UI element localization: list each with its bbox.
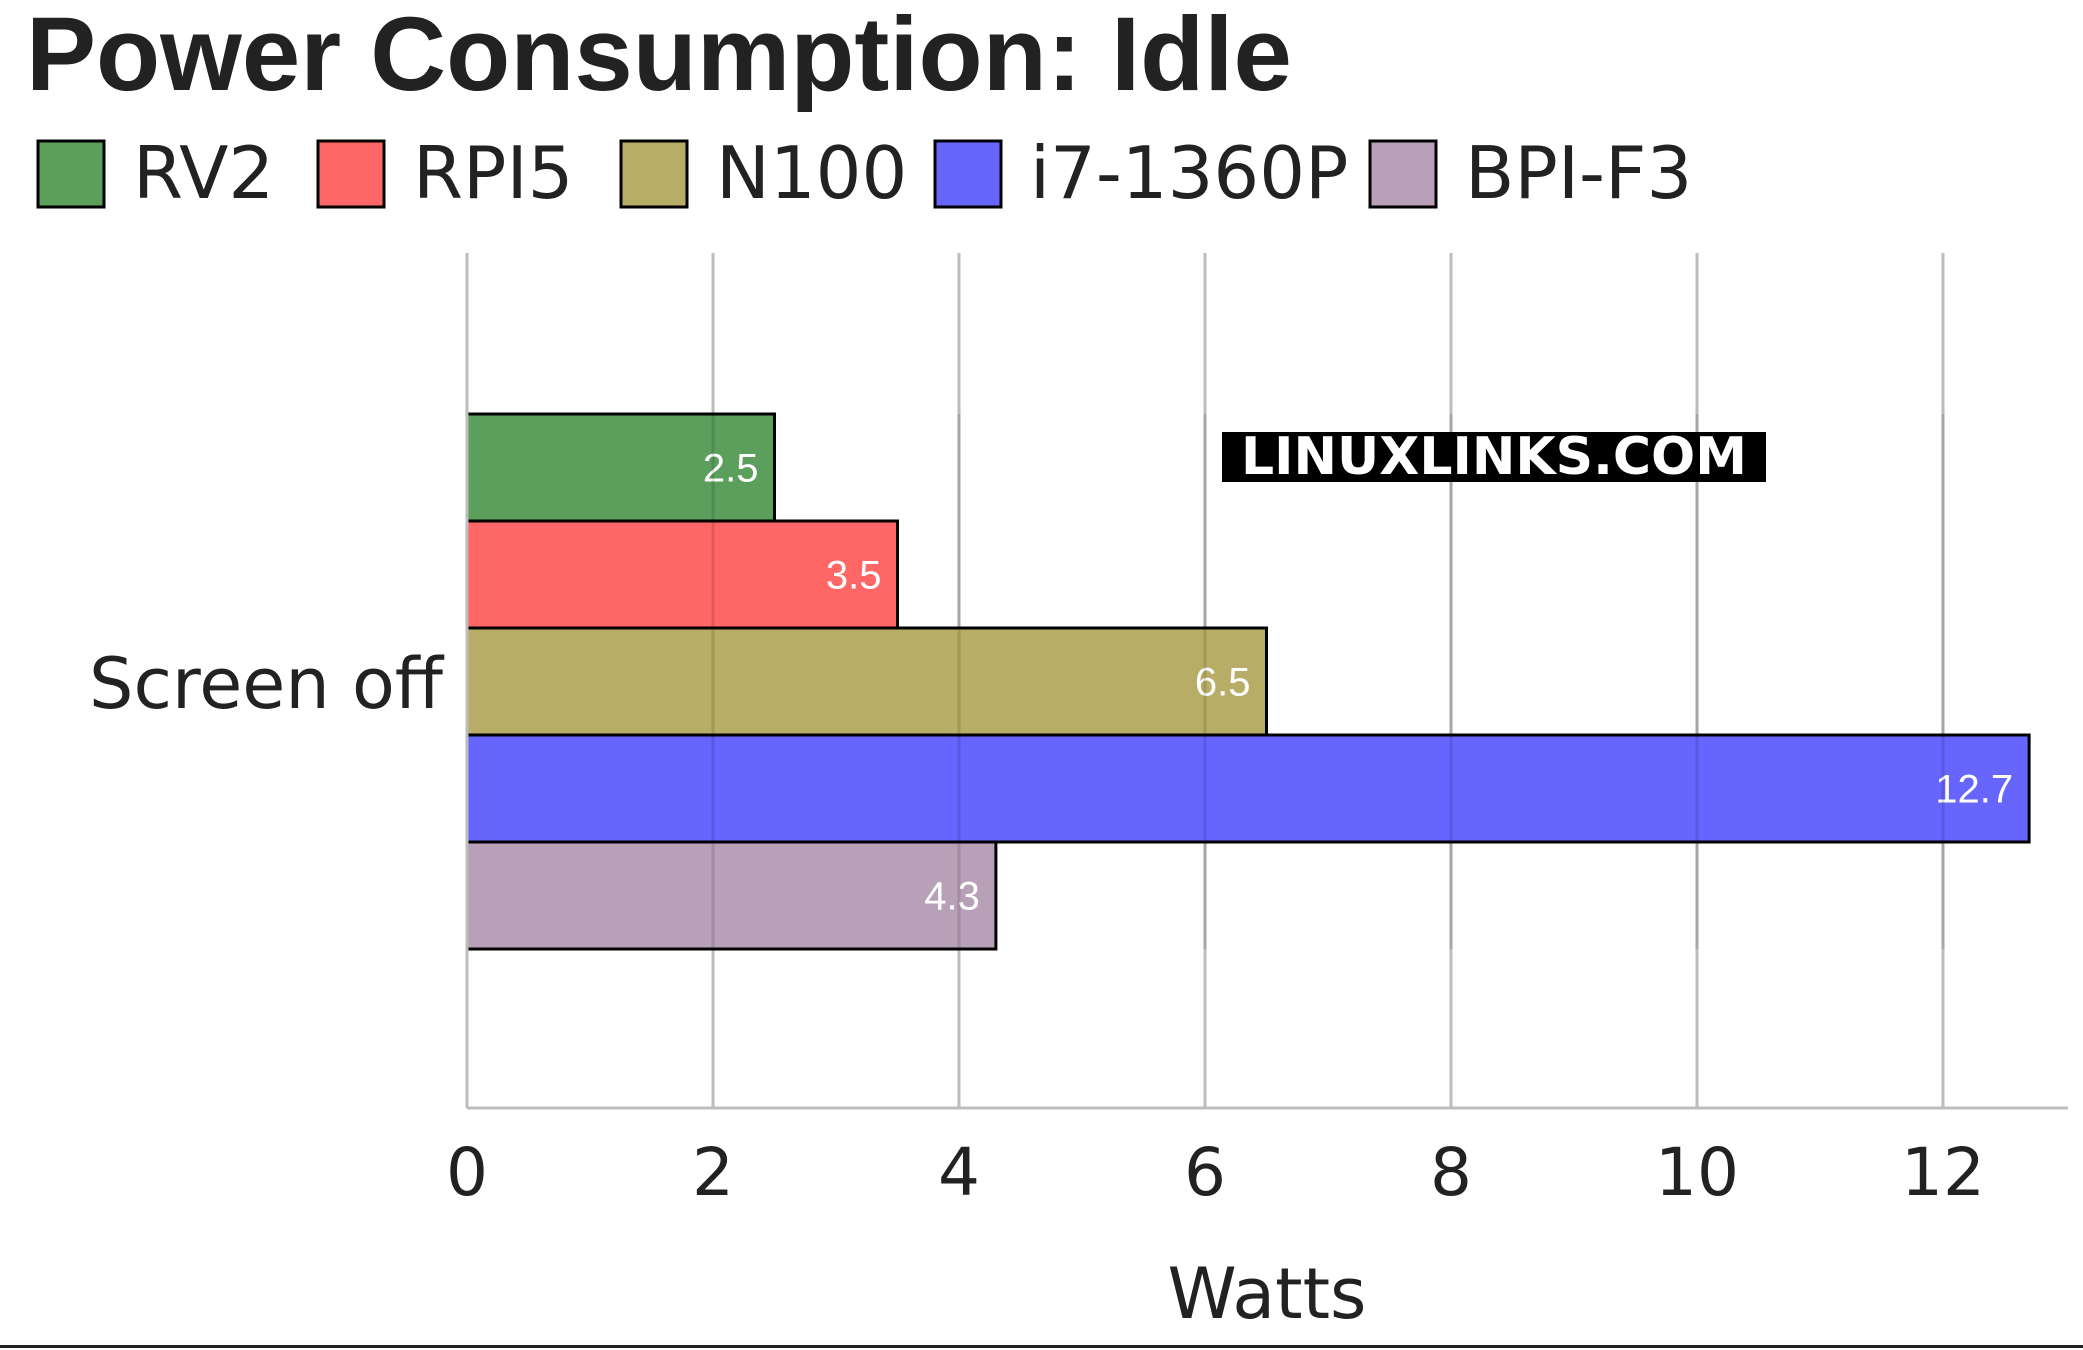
bar-value-label: 12.7 <box>1935 768 2013 812</box>
bar-value-label: 2.5 <box>703 447 759 491</box>
x-tick-label: 6 <box>1184 1134 1226 1211</box>
bottom-rule <box>0 1345 2083 1348</box>
chart-title: Power Consumption: Idle <box>26 0 1292 113</box>
bar-i7-1360p <box>465 733 2031 844</box>
bar-value-label: 6.5 <box>1195 661 1251 705</box>
legend-swatch-rpi5 <box>316 139 386 209</box>
bars: 2.5 3.5 6.5 12.7 4.3 <box>465 412 2031 951</box>
bar-n100 <box>465 626 1268 737</box>
axes: 0 2 4 6 8 10 12 Watts Screen off <box>89 253 2068 1335</box>
legend-swatch-bpi-f3 <box>1368 139 1438 209</box>
legend-label-i7-1360p: i7-1360P <box>1030 131 1348 215</box>
bar-value-label: 4.3 <box>924 875 980 919</box>
bar-rv2 <box>465 412 776 523</box>
legend-swatch-n100 <box>619 139 689 209</box>
legend-swatch-i7-1360p <box>933 139 1003 209</box>
bar-value-label: 3.5 <box>826 554 882 598</box>
x-tick-label: 2 <box>692 1134 734 1211</box>
legend-label-bpi-f3: BPI-F3 <box>1465 131 1692 215</box>
x-tick-label: 10 <box>1655 1134 1739 1211</box>
legend-label-rv2: RV2 <box>133 131 274 215</box>
x-tick-label: 0 <box>446 1134 488 1211</box>
legend-label-n100: N100 <box>716 131 907 215</box>
bar-bpi-f3 <box>465 840 998 951</box>
watermark: LINUXLINKS.COM <box>1222 427 1766 487</box>
legend-label-rpi5: RPI5 <box>413 131 574 215</box>
x-tick-label: 4 <box>938 1134 980 1211</box>
category-label: Screen off <box>89 643 445 725</box>
watermark-text: LINUXLINKS.COM <box>1241 427 1747 487</box>
x-tick-label: 12 <box>1901 1134 1985 1211</box>
x-tick-label: 8 <box>1430 1134 1472 1211</box>
legend: RV2 RPI5 N100 i7-1360P BPI-F3 <box>36 131 1692 215</box>
legend-swatch-rv2 <box>36 139 106 209</box>
x-axis-title: Watts <box>1168 1253 1367 1335</box>
